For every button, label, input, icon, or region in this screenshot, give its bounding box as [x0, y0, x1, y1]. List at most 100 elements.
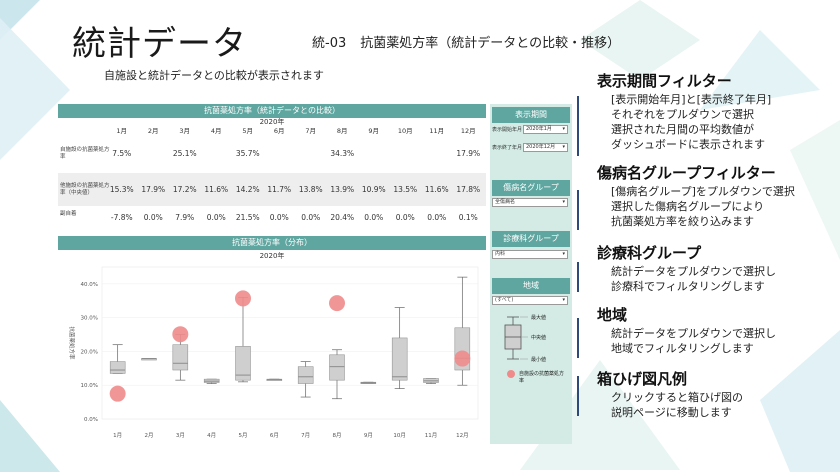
table-row: 副自着 -7.8% 0.0% 7.9% 0.0% 21.5% 0.0% 0.0% 20.4% 0.…	[58, 208, 486, 228]
chart-year: 2020年	[259, 252, 285, 260]
slide-heading: 統-03 抗菌薬処方率（統計データとの比較・推移）	[312, 32, 620, 51]
x-tick-label: 12月	[456, 432, 469, 439]
chevron-down-icon: ▾	[562, 126, 565, 132]
table-cell: 35.7%	[235, 149, 260, 158]
callout-text: 説明ページに移動します	[611, 406, 732, 419]
box	[235, 346, 251, 381]
table-cell: 34.3%	[330, 149, 355, 158]
x-tick-label: 5月	[239, 432, 248, 439]
table-cell: -7.8%	[110, 213, 133, 222]
period-filter-title: 表示期間	[492, 107, 570, 123]
table-cell: 17.2%	[172, 184, 197, 194]
callout-text: 地域でフィルタリングします	[611, 342, 754, 355]
month-header: 7月	[305, 127, 317, 135]
x-tick-label: 9月	[364, 432, 373, 439]
box	[109, 361, 126, 374]
own-facility-point	[109, 385, 126, 402]
table-cell: 0.0%	[395, 213, 415, 222]
callout-text: それぞれをプルダウンで選択	[611, 108, 754, 121]
table-cell: 0.1%	[458, 213, 478, 222]
table-cell: 11.6%	[204, 184, 229, 194]
table-cell: 0.0%	[364, 213, 384, 222]
period-start-value: 2020年1月	[526, 126, 552, 132]
box	[172, 344, 189, 371]
period-start-select[interactable]: 2020年1月 ▾	[523, 125, 568, 134]
callout-bar	[577, 318, 579, 358]
department-value: 内科	[495, 251, 506, 257]
legend-min: 最小値	[531, 357, 547, 363]
disease-value: 全傷病名	[495, 199, 516, 205]
callout-text: [表示開始年月]と[表示終了年月]	[611, 93, 772, 106]
table-cell: 14.2%	[235, 184, 260, 194]
callout-bar	[577, 96, 579, 156]
legend-max: 最大値	[531, 315, 547, 321]
table-cell: 13.8%	[298, 184, 323, 194]
table-cell: 0.0%	[206, 213, 226, 222]
month-header: 8月	[336, 127, 348, 135]
table-cell: 0.0%	[269, 213, 289, 222]
x-tick-label: 11月	[425, 432, 438, 439]
period-start-label: 表示開始年月	[492, 127, 523, 133]
row-label: 副自着	[60, 211, 77, 217]
month-header: 12月	[460, 127, 476, 135]
table-cell: 13.9%	[330, 184, 355, 194]
x-tick-label: 4月	[207, 432, 216, 439]
box	[329, 354, 345, 381]
table-cell: 17.9%	[141, 184, 166, 194]
callout-title: 表示期間フィルター	[597, 72, 732, 90]
page-title: 統計データ	[72, 24, 247, 64]
table-cell: 10.9%	[361, 184, 386, 194]
boxplot-legend-graphic	[504, 316, 528, 378]
row-label: 自施設の抗菌薬処方率	[60, 147, 110, 160]
table-cell: 15.3%	[109, 184, 134, 194]
month-header: 5月	[242, 127, 254, 135]
month-header: 2月	[147, 127, 159, 135]
boxplot-legend[interactable]: 最大値 中央値 最小値 自施設の抗菌薬処方率	[495, 312, 569, 392]
table-cell: 11.7%	[267, 184, 292, 194]
chevron-down-icon: ▾	[562, 251, 565, 257]
disease-select[interactable]: 全傷病名 ▾	[492, 198, 568, 207]
callout-title: 地域	[597, 306, 628, 324]
callout-bar	[577, 190, 579, 230]
department-select[interactable]: 内科 ▾	[492, 250, 568, 259]
chevron-down-icon: ▾	[562, 199, 565, 205]
callout-title: 箱ひげ図凡例	[597, 370, 688, 388]
table-cell: 0.0%	[427, 213, 447, 222]
own-facility-point	[454, 350, 471, 367]
table-panel-title: 抗菌薬処方率（統計データとの比較）	[58, 104, 486, 118]
box	[297, 366, 314, 384]
callout-text: クリックすると箱ひげ図の	[611, 391, 743, 404]
x-tick-label: 8月	[333, 432, 342, 439]
slide-heading-text: 抗菌薬処方率（統計データとの比較・推移）	[360, 36, 621, 51]
callout-bar	[577, 262, 579, 292]
legend-median: 中央値	[531, 335, 547, 341]
table-cell: 20.4%	[330, 213, 355, 222]
region-filter-title: 地域	[492, 278, 570, 294]
box	[391, 337, 408, 381]
callout-text: [傷病名グループ]をプルダウンで選択	[611, 185, 795, 198]
y-tick-label: 0.0%	[84, 417, 98, 423]
table-cell: 11.6%	[424, 184, 449, 194]
period-end-value: 2020年12月	[526, 144, 556, 150]
table-header-row: 1月 2月 3月 4月 5月 6月 7月 8月 9月 10月 11月 12月	[58, 125, 486, 135]
subtitle: 自施設と統計データとの比較が表示されます	[104, 69, 324, 82]
table-row: 自施設の抗菌薬処方率 7.5% 25.1% 35.7% 34.3% 17.9%	[58, 139, 486, 169]
callout-text: 統計データをプルダウンで選択し	[611, 265, 776, 278]
x-tick-label: 7月	[301, 432, 310, 439]
callout-text: 抗菌薬処方率を絞り込みます	[611, 215, 754, 228]
y-axis-label: 抗菌薬処方率	[68, 326, 76, 360]
region-value: (すべて)	[495, 297, 514, 303]
disease-filter-title: 傷病名グループ	[492, 180, 570, 196]
table-cell: 7.5%	[112, 149, 132, 158]
x-tick-label: 10月	[393, 432, 406, 439]
region-select[interactable]: (すべて) ▾	[492, 296, 568, 305]
y-tick-label: 20.0%	[81, 349, 98, 355]
x-tick-label: 3月	[176, 432, 185, 439]
month-header: 6月	[273, 127, 285, 135]
plot-area	[101, 266, 479, 420]
period-end-select[interactable]: 2020年12月 ▾	[523, 143, 568, 152]
chevron-down-icon: ▾	[562, 144, 565, 150]
own-facility-point	[329, 295, 345, 312]
